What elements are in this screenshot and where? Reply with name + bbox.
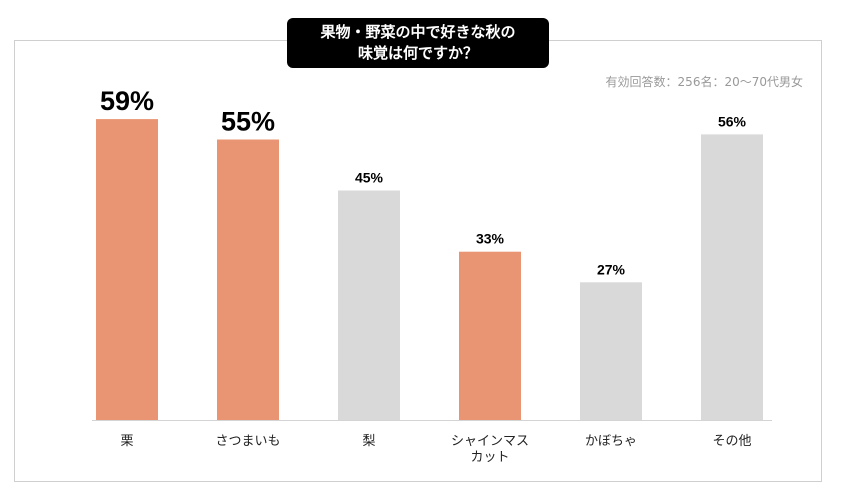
bar: [580, 282, 642, 420]
data-label: 55%: [221, 107, 275, 137]
category-label: その他: [712, 434, 751, 449]
data-label: 59%: [100, 86, 154, 116]
bar: [96, 119, 158, 420]
data-label: 33%: [476, 231, 505, 247]
category-label: シャインマス: [451, 434, 529, 449]
bar: [338, 190, 400, 420]
chart-title: 果物・野菜の中で好きな秋の 味覚は何ですか？: [287, 18, 549, 68]
data-label: 45%: [355, 170, 384, 186]
bar: [217, 139, 279, 420]
bar: [459, 251, 521, 420]
category-label: 栗: [120, 434, 133, 449]
bar: [701, 134, 763, 420]
category-label: かぼちゃ: [585, 434, 637, 449]
category-label: さつまいも: [215, 434, 280, 449]
data-label: 56%: [718, 113, 747, 129]
chart-subtitle: 有効回答数：256名：20〜70代男女: [605, 75, 803, 89]
data-label: 27%: [597, 261, 626, 277]
chart-title-line-2: 味覚は何ですか？: [357, 44, 478, 62]
category-label: カット: [470, 450, 509, 465]
chart-title-line-1: 果物・野菜の中で好きな秋の: [320, 23, 516, 41]
category-label: 梨: [362, 434, 375, 449]
